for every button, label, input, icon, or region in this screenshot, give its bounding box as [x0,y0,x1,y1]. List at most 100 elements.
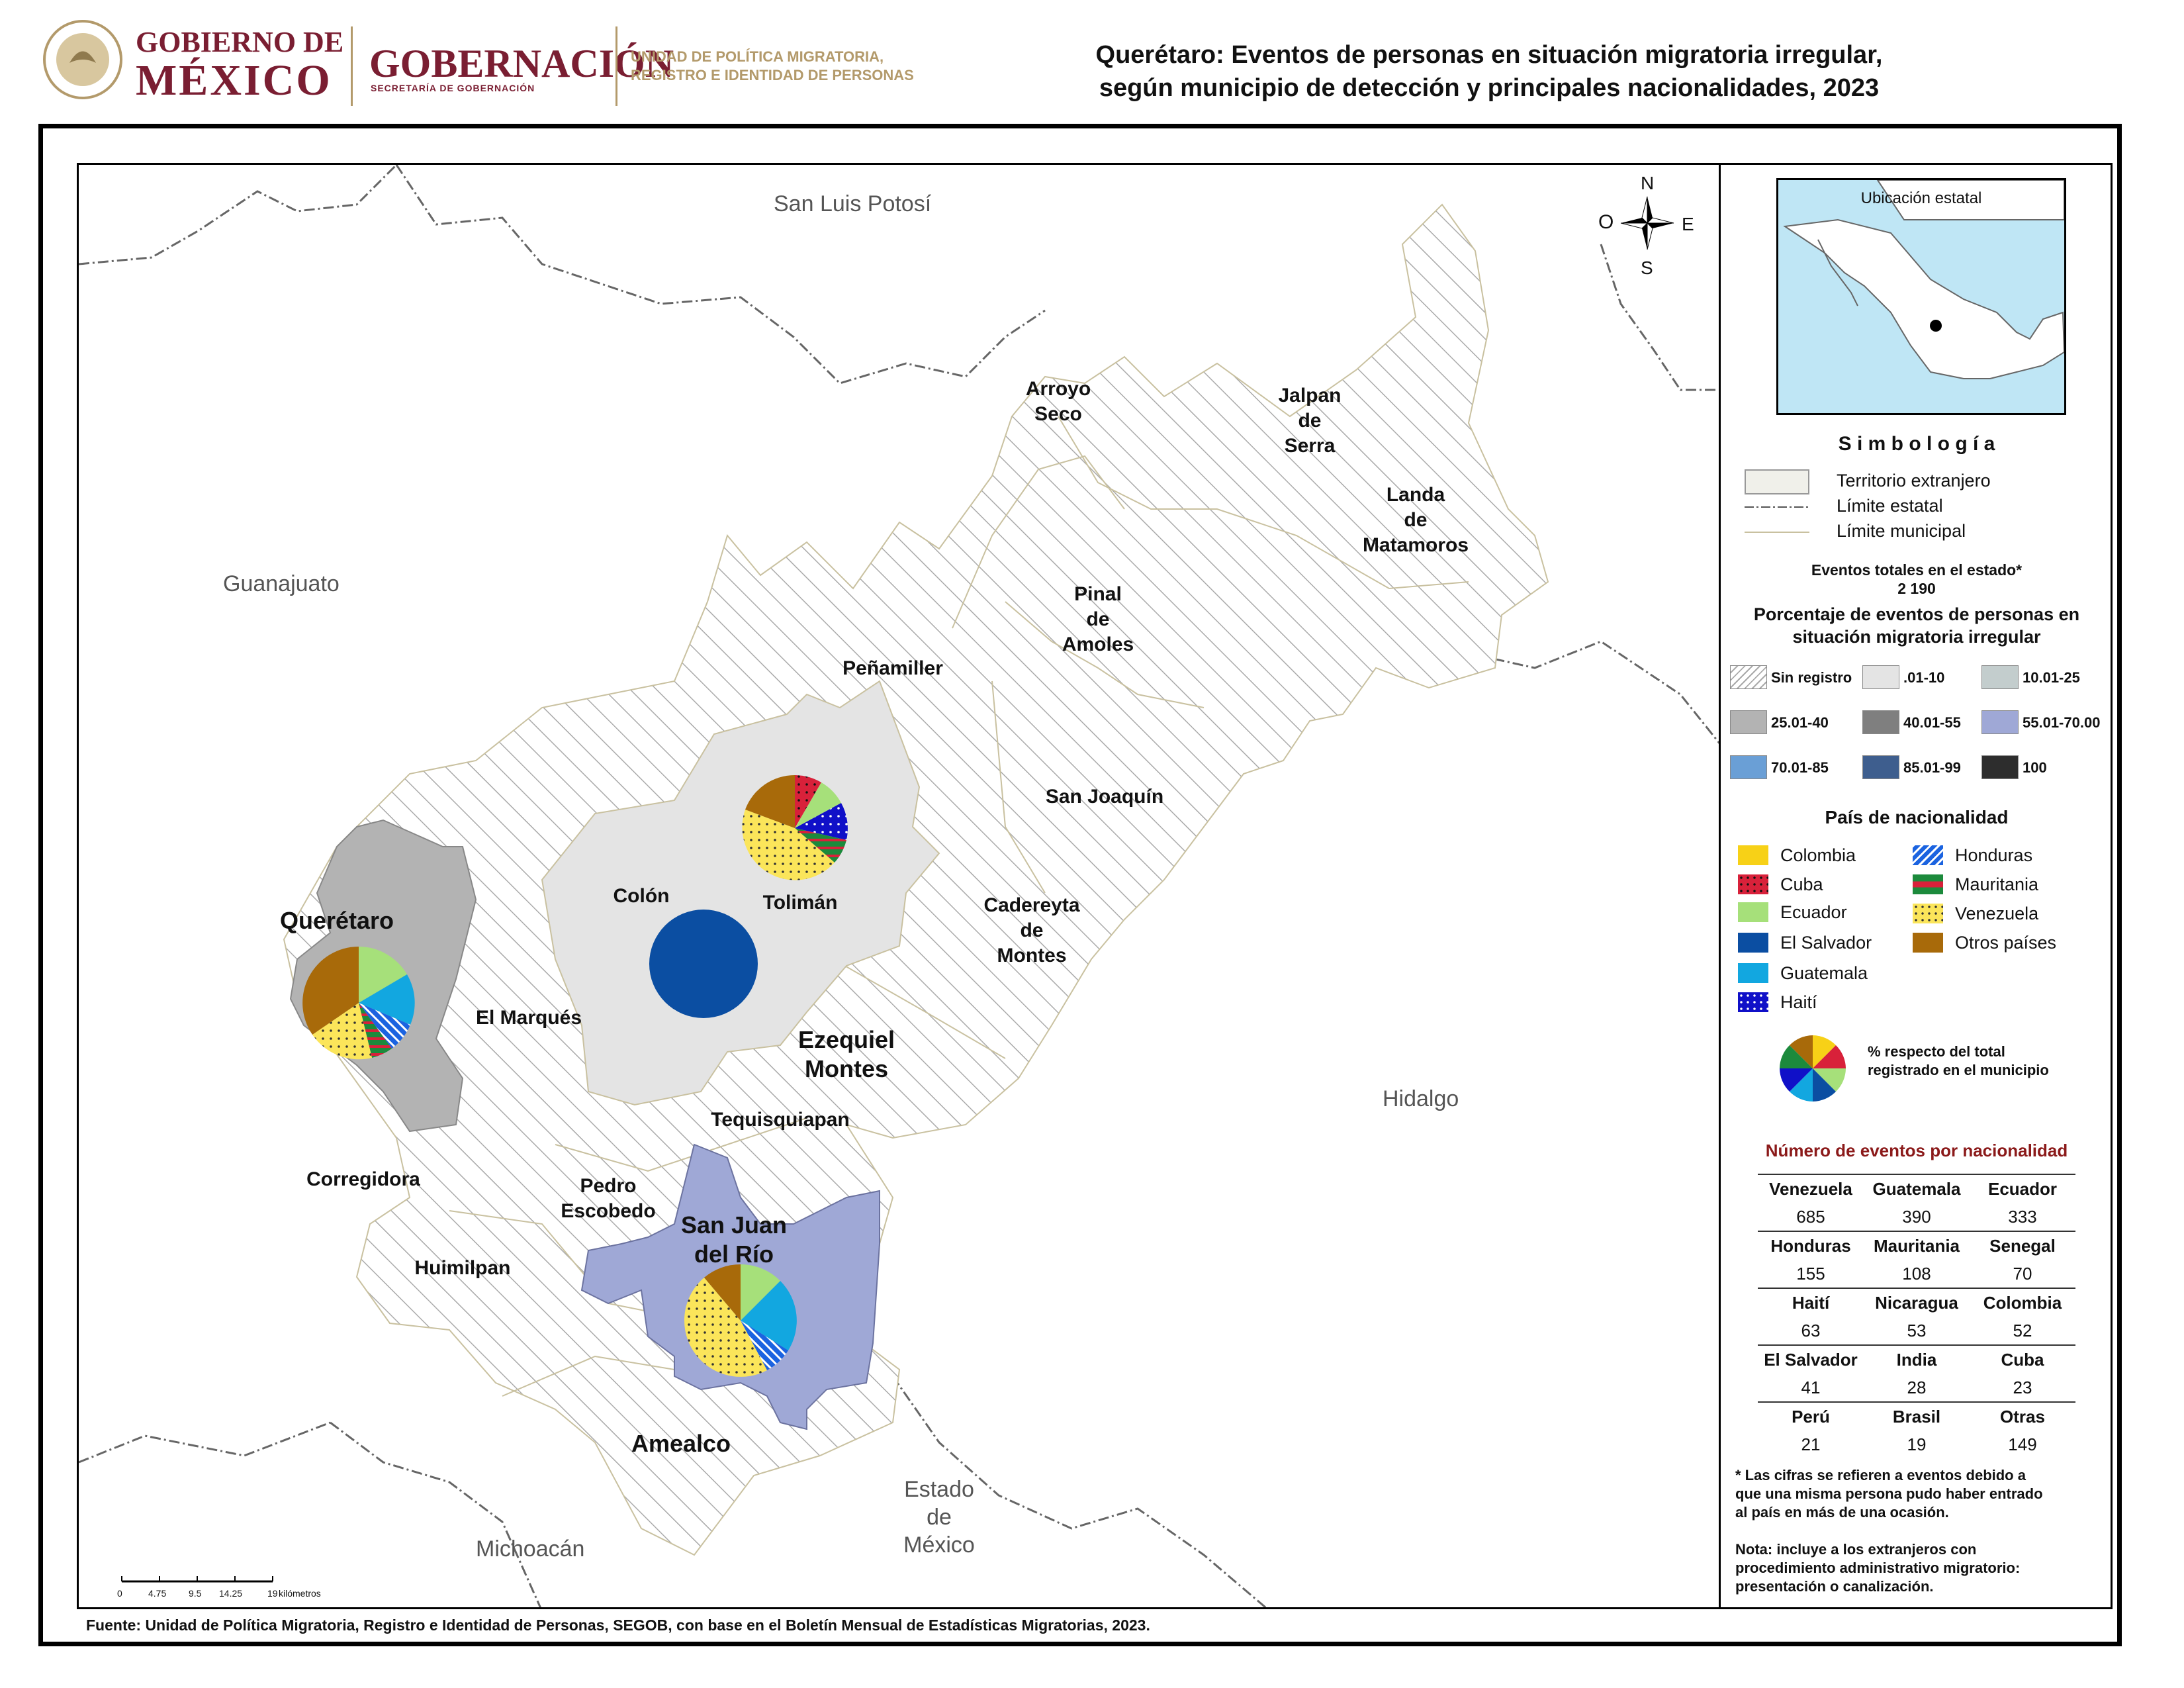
label-huimilpan: Huimilpan [414,1257,511,1279]
table-value-cell: 390 [1902,1206,1931,1227]
limite-municipal-line [1745,532,1809,533]
pais-title: País de nacionalidad [1825,807,2009,827]
example-pie-icon [1780,1035,1846,1102]
label-san-joaquin: San Joaquín [1045,786,1164,808]
swatch-colombia [1738,845,1768,865]
coat-of-arms-icon [43,20,122,99]
class-label: 70.01-85 [1771,759,1829,776]
label-edomex: Estado de México [903,1477,975,1558]
table-header-cell: Otras [1970,1401,2075,1430]
class-label: 55.01-70.00 [2023,714,2101,731]
header-logos: GOBIERNO DE MÉXICO GOBERNACIÓN SECRETARÍ… [40,13,1032,106]
limite-municipal-label: Límite municipal [1837,521,1966,541]
label-corregidora: Corregidora [306,1168,420,1190]
label-pinal: Pinal de Amoles [1062,583,1134,655]
gob-line1: GOBIERNO DE [136,26,344,58]
table-header-cell: Mauritania [1864,1231,1970,1260]
table-value-cell: 21 [1801,1434,1821,1454]
page-title: Querétaro: Eventos de personas en situac… [1095,41,1883,102]
eventos-totales: Eventos totales en el estado* 2 190 [1811,561,2023,597]
class-label: 100 [2023,759,2047,776]
outer-frame [38,124,2122,1646]
swatch-otros [1913,933,1943,953]
nationality-table: Venezuela Guatemala Ecuador 685 390 333 Hondur… [1758,1174,2075,1458]
label-toliman: Tolimán [762,892,838,914]
divider [351,26,353,106]
limite-estatal-label: Límite estatal [1837,496,1943,516]
compass-s: S [1641,258,1653,278]
pie-note: % respecto del total registrado en el mun… [1868,1043,2049,1078]
label-guanajuato: Guanajuato [223,571,340,596]
queretaro-pie [302,947,415,1060]
swatch-territorio [1745,469,1809,494]
swatch-mauritania [1913,874,1943,894]
nat-label: Ecuador [1780,902,1847,922]
colon-region [541,680,940,1106]
label-penamiller: Peñamiller [842,657,943,679]
class-label: 85.01-99 [1903,759,1961,776]
table-header-cell: Guatemala [1864,1174,1970,1203]
nat-label: Otros países [1955,933,2057,953]
table-header-cell: Venezuela [1758,1174,1864,1203]
table-header-cell: Senegal [1970,1231,2075,1260]
map-panel: N S E O 0 4.75 9.5 14.25 19 kilómetros S… [77,163,1721,1609]
class-label: 25.01-40 [1771,714,1829,731]
class-label: Sin registro [1771,669,1852,686]
table-value-cell: 70 [2013,1263,2032,1284]
swatch-cuba [1738,874,1768,894]
swatch-class [1862,710,1899,734]
table-header-cell: Honduras [1758,1231,1864,1260]
simbologia-title: S i m b o l o g í a [1838,433,1995,455]
colon-pie [649,910,758,1018]
gobernacion: GOBERNACIÓN [369,42,674,85]
table-value-cell: 333 [2008,1206,2037,1227]
table-header-cell: Brasil [1864,1401,1970,1430]
sjr-pie [684,1264,797,1377]
scale-tick: 0 [117,1588,122,1599]
unidad-name: UNIDAD DE POLÍTICA MIGRATORIA, REGISTRO E… [631,48,914,83]
nat-label: Mauritania [1955,874,2039,894]
swatch-class [1981,755,2019,779]
note-extranjeros: Nota: incluye a los extranjeros con proce… [1735,1541,2021,1595]
scale-tick: 4.75 [148,1588,167,1599]
table-header-cell: El Salvador [1758,1344,1864,1374]
swatch-guatemala [1738,963,1768,983]
compass-e: E [1682,214,1694,234]
label-san-juan-del-rio: San Juan del Río [680,1211,788,1268]
legend-panel: Ubicación estatal S i m b o l o g í a Te… [1721,163,2113,1609]
compass-rose-icon [1620,196,1674,250]
table-header-cell: Ecuador [1970,1174,2075,1203]
inset-map: Ubicación estatal [1776,178,2066,415]
source-note: Fuente: Unidad de Política Migratoria, R… [86,1617,1150,1634]
table-value-cell: 53 [1907,1320,1927,1340]
label-michoacan: Michoacán [476,1536,585,1562]
nat-label: Venezuela [1955,904,2039,923]
inset-title: Ubicación estatal [1860,189,1982,207]
class-label: 10.01-25 [2023,669,2080,686]
table-value-cell: 28 [1907,1377,1927,1397]
table-value-cell: 149 [2008,1434,2037,1454]
state-boundaries [79,165,1719,1607]
scale-tick: 9.5 [189,1588,202,1599]
table-value-cell: 23 [2013,1377,2032,1397]
table-value-cell: 41 [1801,1377,1821,1397]
mexico-inset-icon [1783,180,2064,379]
label-ezequiel-montes: Ezequiel Montes [797,1026,895,1082]
class-label: .01-10 [1903,669,1945,686]
swatch-ecuador [1738,902,1768,922]
swatch-class [1730,755,1767,779]
porcentaje-title: Porcentaje de eventos de personas en situ… [1753,604,2080,647]
table-value-cell: 19 [1907,1434,1927,1454]
scale-tick: 14.25 [219,1588,243,1599]
gob-line2: MÉXICO [136,56,332,105]
compass-o: O [1598,211,1614,233]
table-header-cell: India [1864,1344,1970,1374]
secretaria: SECRETARÍA DE GOBERNACIÓN [371,83,535,93]
swatch-class [1981,710,2019,734]
toliman-pie [742,775,848,880]
table-header-cell: Nicaragua [1864,1288,1970,1317]
divider [615,26,617,106]
scale-unit: kilómetros [279,1588,321,1599]
scale-bar [121,1576,273,1583]
table-header-cell: Haití [1758,1288,1864,1317]
